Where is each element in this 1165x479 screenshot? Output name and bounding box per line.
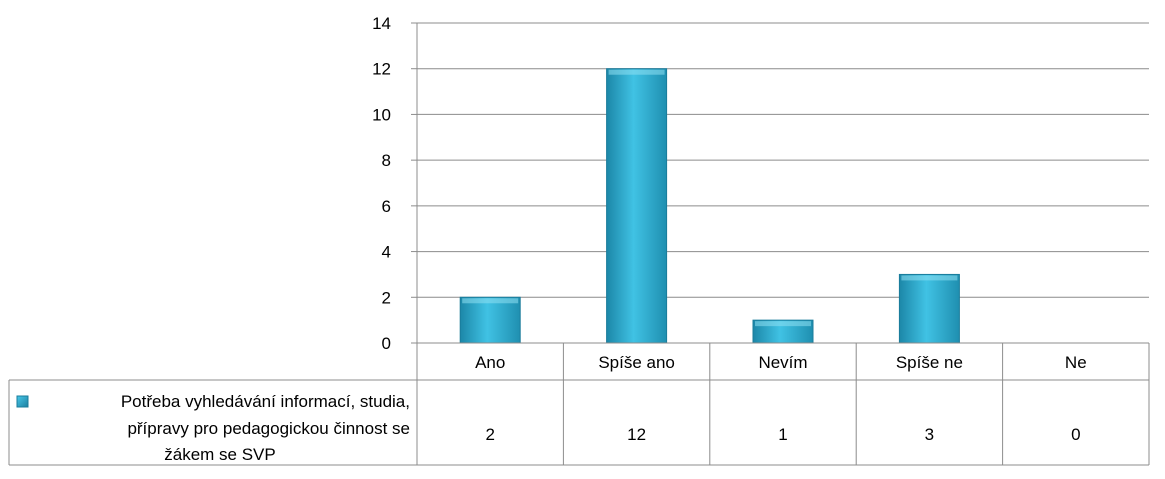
y-tick-label: 6 <box>382 197 391 216</box>
bar <box>459 296 521 344</box>
y-tick-label: 2 <box>382 288 391 307</box>
bar-highlight <box>755 321 811 327</box>
category-label: Ano <box>475 353 505 372</box>
data-table-value: 2 <box>485 425 494 444</box>
bar-highlight <box>608 69 665 75</box>
gridlines <box>417 22 1149 298</box>
legend-series-label-line: žákem se SVP <box>164 445 276 464</box>
data-table-value: 12 <box>627 425 646 444</box>
y-tick-label: 10 <box>372 105 391 124</box>
axes <box>411 22 1149 344</box>
bar <box>606 68 668 344</box>
data-table-value: 3 <box>925 425 934 444</box>
data-table-value: 0 <box>1071 425 1080 444</box>
bar-highlight <box>901 275 958 281</box>
data-table: Ano Spíše ano Nevím Spíše ne Ne 2 12 1 3 0 Potřeba… <box>8 343 1150 466</box>
category-label: Ne <box>1065 353 1087 372</box>
legend-series-label-line: přípravy pro pedagogickou činnost se <box>127 419 410 438</box>
data-table-value: 1 <box>778 425 787 444</box>
bar-highlight <box>462 298 519 304</box>
category-label: Nevím <box>758 353 807 372</box>
y-tick-labels: 0 2 4 6 8 10 12 14 <box>372 14 391 353</box>
legend-swatch <box>16 395 29 408</box>
legend-series-label-line: Potřeba vyhledávání informací, studia, <box>121 392 410 411</box>
category-label: Spíše ano <box>598 353 675 372</box>
y-tick-label: 8 <box>382 151 391 170</box>
y-tick-label: 4 <box>382 243 391 262</box>
bar <box>898 273 960 344</box>
y-tick-label: 12 <box>372 60 391 79</box>
category-label: Spíše ne <box>896 353 963 372</box>
bars <box>459 68 960 344</box>
y-tick-label: 0 <box>382 334 391 353</box>
y-tick-label: 14 <box>372 14 391 33</box>
